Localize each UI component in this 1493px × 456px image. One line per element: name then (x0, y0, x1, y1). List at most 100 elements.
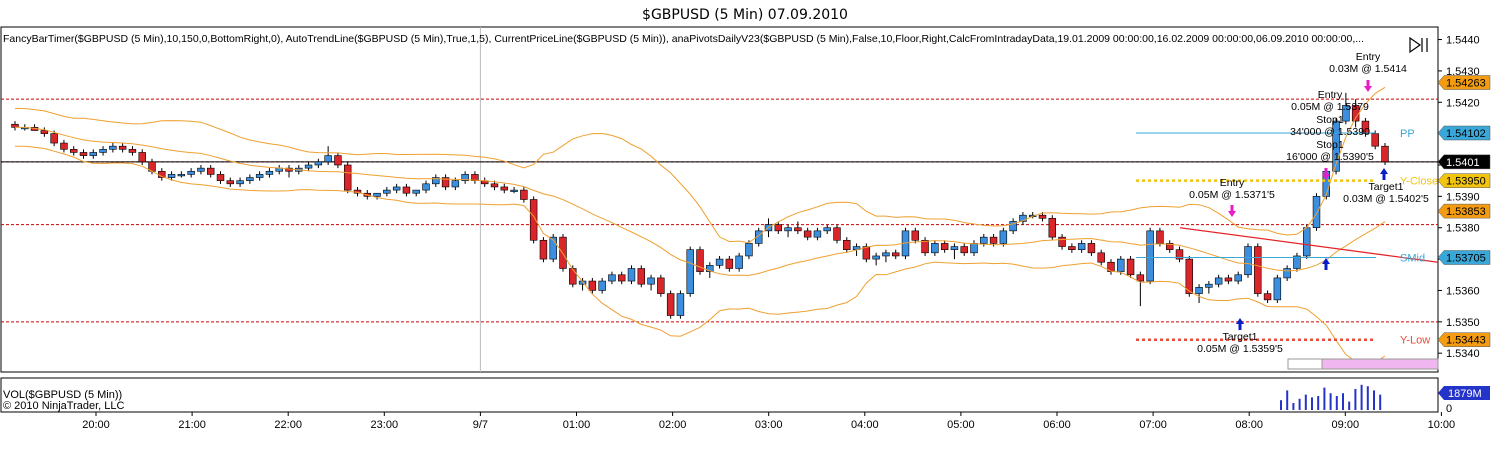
zoom-toggle-icon[interactable] (1409, 36, 1428, 54)
x-tick-label: 02:00 (659, 419, 687, 431)
price-tag (1437, 173, 1491, 188)
candle-body (1273, 277, 1282, 301)
candle-body (1038, 214, 1047, 219)
candle-body (1058, 236, 1066, 247)
volume-bar (1323, 387, 1326, 410)
candle-body (745, 243, 753, 257)
volume-bar (1298, 398, 1301, 410)
candle-body (725, 258, 734, 269)
candle-body (657, 277, 665, 294)
candle-body (970, 243, 978, 254)
candle-body (833, 227, 841, 241)
candle-body (940, 243, 949, 250)
volume-bar (1304, 394, 1307, 410)
candle-body (989, 236, 998, 244)
candle-body (314, 161, 323, 166)
price-tag (1437, 203, 1491, 219)
candle-body (1283, 268, 1291, 279)
candle-body (686, 249, 694, 294)
volume-bar (1366, 386, 1369, 410)
x-tick-label: 01:00 (563, 419, 591, 431)
candle-body (676, 293, 685, 316)
candle-body (627, 268, 636, 282)
candle-body (1332, 120, 1340, 172)
price-tag (1437, 125, 1491, 141)
candle-body (569, 268, 577, 285)
trade-annotation: 0.05M @ 1.5359'5 (1197, 343, 1283, 355)
x-tick-label: 20:00 (82, 419, 110, 431)
x-tick-label: 23:00 (371, 419, 399, 431)
price-panel-frame (0, 26, 1439, 373)
candle-body (1077, 243, 1086, 250)
y-tick-label: 1.5420 (1446, 97, 1480, 109)
candle-body (1048, 218, 1057, 238)
trade-annotation: Entry (1220, 177, 1245, 189)
volume-label: VOL($GBPUSD (5 Min)) (3, 389, 122, 401)
volume-bar (1373, 390, 1375, 410)
trade-annotation: 0.03M @ 1.5414 (1329, 63, 1407, 75)
candle-body (921, 239, 929, 254)
y-tick-label: 1.5350 (1446, 317, 1480, 329)
price-tag-label: 1.5401 (1446, 157, 1480, 169)
volume-bar (1311, 397, 1313, 410)
y-tick-label: 1.5380 (1446, 223, 1480, 235)
volume-bar (1354, 389, 1357, 410)
candle-body (1165, 243, 1174, 250)
candle-body (461, 174, 469, 181)
volume-bar (1292, 403, 1295, 410)
candle-body (99, 149, 107, 153)
volume-tag-label: 1879M (1448, 388, 1482, 400)
x-tick-label: 07:00 (1139, 419, 1167, 431)
bar-timer-fill (1321, 358, 1439, 370)
candle-body (265, 170, 274, 175)
candle-body (803, 230, 812, 238)
candle-body (950, 246, 959, 250)
candle-body (422, 183, 430, 191)
candle-body (432, 177, 440, 185)
bollinger-middle (15, 126, 1386, 276)
candle-body (784, 227, 792, 232)
candle-body (255, 174, 264, 178)
pivot-label: PP (1400, 128, 1415, 140)
candle-body (451, 180, 460, 188)
candle-body (236, 180, 244, 185)
candle-body (118, 145, 127, 150)
volume-layer (1280, 384, 1382, 410)
trade-annotation: 0.05M @ 1.5371'5 (1189, 189, 1275, 201)
candle-body (402, 186, 411, 194)
target-arrow-icon (1380, 168, 1388, 180)
price-tag (1437, 332, 1491, 347)
trade-annotation: 16'000 @ 1.5390'5 (1286, 151, 1374, 163)
x-tick-label: 06:00 (1043, 419, 1071, 431)
x-tick-label: 03:00 (755, 419, 783, 431)
candle-body (608, 274, 616, 282)
chart-title: $GBPUSD (5 Min) 07.09.2010 (642, 7, 848, 23)
candle-body (882, 252, 890, 257)
axis-layer: 1.54401.54301.54201.54101.54001.53901.53… (82, 35, 1491, 431)
candle-body (1068, 246, 1076, 250)
candle-body (813, 230, 822, 238)
candle-body (931, 243, 939, 254)
candle-body (774, 224, 783, 232)
candle-body (490, 183, 499, 188)
candle-body (167, 174, 176, 178)
candle-body (197, 167, 205, 172)
candle-body (334, 155, 342, 166)
candle-body (706, 265, 714, 272)
candle-body (529, 199, 538, 241)
y-tick-label: 1.5360 (1446, 285, 1480, 297)
trade-annotation: Target1 (1222, 331, 1257, 343)
price-tag-label: 1.53443 (1446, 335, 1486, 347)
bollinger-upper (15, 86, 1386, 244)
candle-body (109, 145, 117, 150)
candle-body (637, 268, 646, 285)
price-tag (1437, 75, 1491, 90)
candle-body (1244, 246, 1252, 276)
candle-body (559, 236, 567, 269)
candle-body (1234, 274, 1242, 282)
indicator-list: FancyBarTimer($GBPUSD (5 Min),10,150,0,B… (3, 33, 1364, 45)
candle-body (187, 170, 195, 175)
candle-body (960, 246, 968, 254)
volume-bar (1286, 390, 1289, 410)
